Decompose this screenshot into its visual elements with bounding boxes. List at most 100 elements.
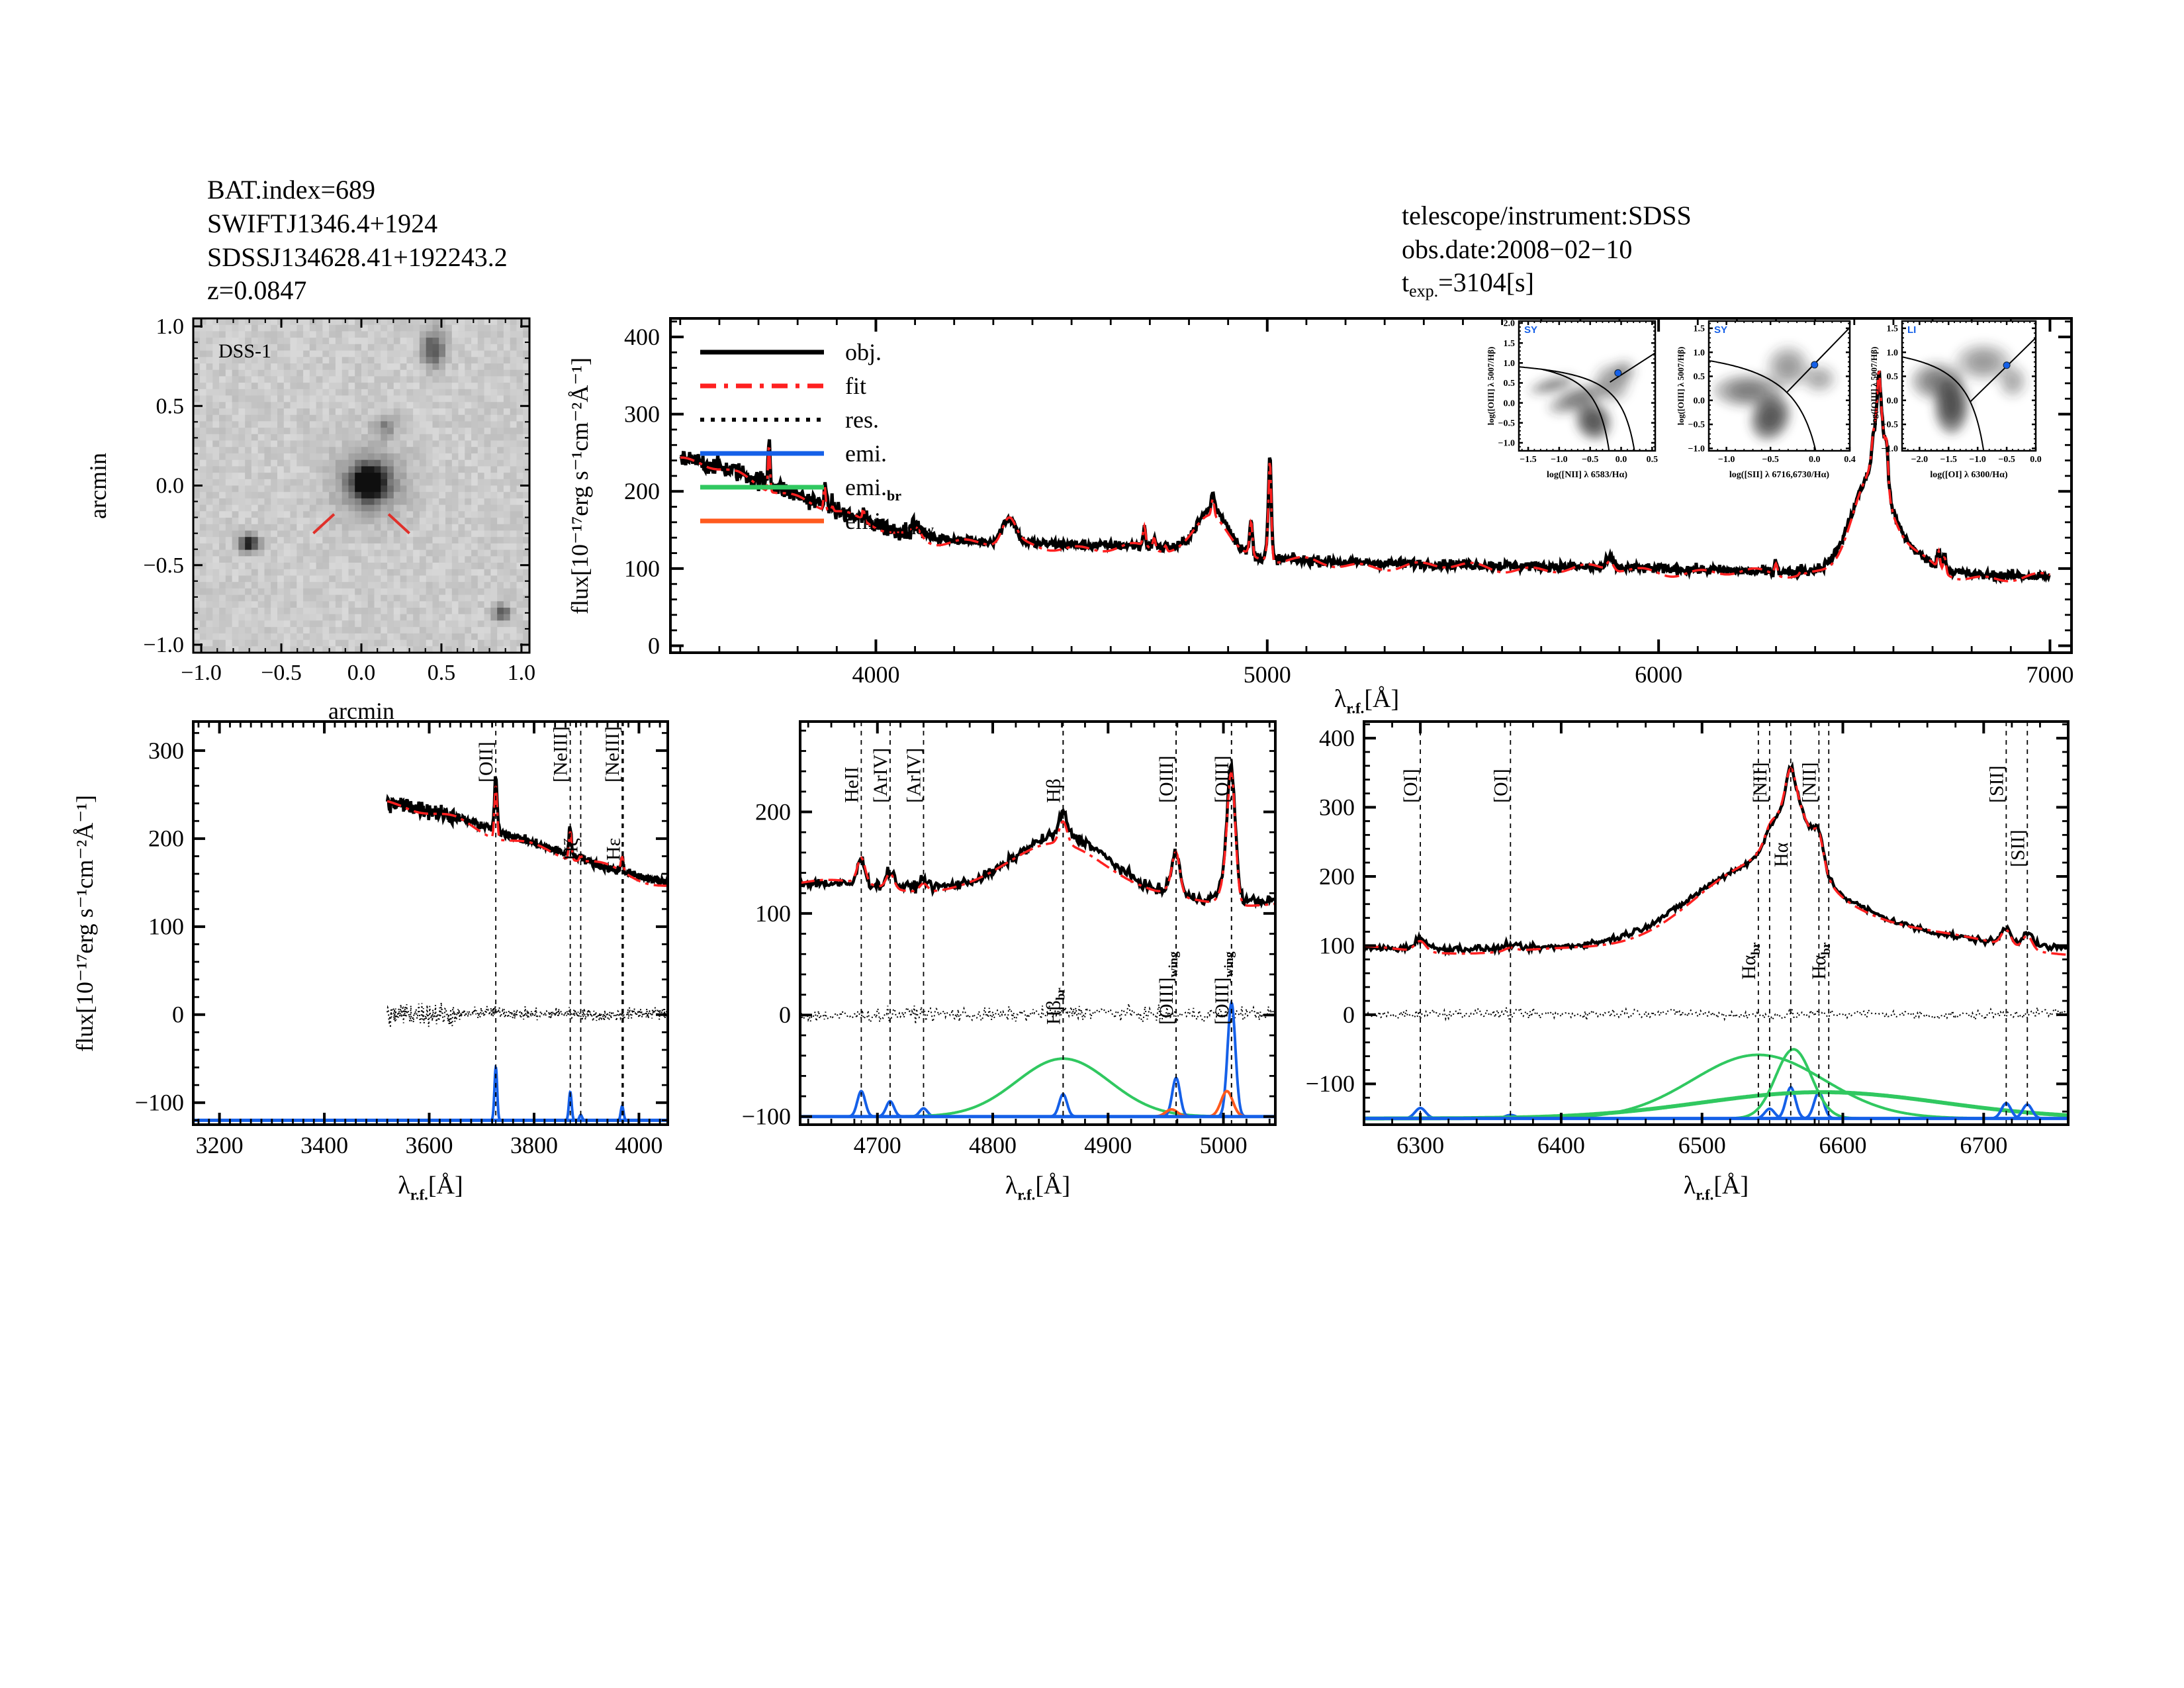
- dss-image: [193, 318, 529, 653]
- plot-area: [1902, 337, 2036, 451]
- line-marker-label: Hβ: [1042, 778, 1064, 803]
- y-tick-label: −1.0: [1688, 444, 1705, 454]
- x-tick-label: 0.4: [1844, 455, 1856, 465]
- line-marker-label: [OII]: [475, 741, 497, 782]
- y-tick-label: 1.5: [1694, 324, 1706, 334]
- marker-label-main: Hε: [603, 838, 625, 861]
- source-point: [1811, 361, 1819, 369]
- exposure-time: texp.=3104[s]: [1402, 267, 1534, 301]
- y-tick-label: 1.0: [156, 314, 185, 339]
- line-marker-label: Hαbr: [1808, 942, 1833, 980]
- line-marker-label: [OIII]wing: [1211, 951, 1236, 1025]
- y-tick-label: 400: [1319, 725, 1355, 751]
- series-res: [1364, 1006, 2068, 1022]
- plot-area: [1519, 352, 1655, 451]
- marker-label-main: Hζ: [560, 838, 582, 861]
- line-marker-label: [ArIV]: [903, 748, 925, 803]
- series-fit: [800, 769, 1275, 907]
- x-tick-label: −1.5: [1940, 455, 1957, 465]
- x-label-sub: r.f.: [1346, 700, 1364, 717]
- density-blob: [1732, 383, 1764, 399]
- x-tick-label: 3600: [406, 1132, 453, 1158]
- classification-label: SY: [1524, 324, 1537, 336]
- x-label-sub: r.f.: [410, 1187, 428, 1203]
- y-tick-label: 0.0: [1887, 396, 1899, 406]
- x-label-tail: [Å]: [1364, 685, 1399, 713]
- x-tick-label: −0.5: [261, 661, 302, 685]
- source-point: [2003, 361, 2011, 369]
- y-tick-label: −1.0: [1882, 444, 1898, 454]
- x-tick-label: −1.0: [1718, 455, 1735, 465]
- x-tick-label: −0.5: [1762, 455, 1778, 465]
- y-tick-label: −1.0: [143, 633, 184, 657]
- x-label-tail: [Å]: [1035, 1172, 1070, 1199]
- density-blob: [1778, 357, 1798, 377]
- series-obj: [679, 370, 2051, 585]
- density-blob: [2005, 373, 2019, 389]
- marker-label-main: [OI]: [1400, 769, 1422, 803]
- x-tick-label: 6400: [1537, 1132, 1585, 1158]
- legend-label: emi.outflow: [845, 508, 934, 538]
- x-tick-label: 3200: [196, 1132, 244, 1158]
- y-tick-label: 2.0: [1504, 319, 1516, 329]
- legend-label-main: emi.: [845, 508, 887, 534]
- x-tick-label: 4000: [852, 661, 899, 688]
- x-tick-label: −0.5: [1582, 455, 1598, 465]
- y-tick-label: 0.0: [1694, 396, 1706, 406]
- x-tick-label: 0.5: [428, 661, 456, 685]
- y-tick-label: 100: [1319, 932, 1355, 959]
- legend-label-main: res.: [845, 406, 879, 433]
- plot-frame: [1707, 320, 1851, 452]
- y-tick-label: 1.0: [1694, 348, 1706, 358]
- y-tick-label: 0.5: [156, 394, 185, 418]
- obs-date: obs.date:2008−02−10: [1402, 234, 1632, 264]
- line-markers: [OI] [OI]Hαbr[NII]Hα[NII]Hαbr[SII][SII]: [1400, 722, 2028, 1125]
- x-tick-label: 4700: [854, 1132, 901, 1158]
- y-tick-label: −0.5: [1688, 420, 1705, 430]
- series-res: [387, 1002, 668, 1028]
- demarcation-line: [1902, 356, 1985, 451]
- x-label-tail: [Å]: [1713, 1172, 1749, 1199]
- x-axis-label: λr.f.[Å]: [1005, 1172, 1070, 1203]
- line-markers: HeII [ArIV] [ArIV] Hβ [OIII] [OIII]Hβbr [OIII]…: [841, 722, 1236, 1125]
- plot-area: [679, 369, 2051, 585]
- marker-label-main: [OIII]: [1156, 977, 1177, 1025]
- y-tick-label: 0: [172, 1002, 184, 1028]
- y-tick-label: 100: [624, 555, 660, 582]
- y-tick-label: 0: [779, 1002, 791, 1028]
- y-tick-label: 0.5: [1504, 379, 1516, 389]
- x-label-main: λ: [398, 1172, 410, 1199]
- y-tick-label: −0.5: [1498, 418, 1515, 428]
- target-marker: [387, 513, 410, 535]
- y-tick-label: 0: [1343, 1002, 1355, 1028]
- line-marker-label: [SII]: [2007, 829, 2028, 867]
- line-marker-label: [ArIV]: [870, 748, 891, 803]
- demarcation-line: [1970, 337, 2036, 402]
- marker-label-sub: wing: [1222, 951, 1236, 978]
- marker-label-main: [OIII]: [1156, 755, 1177, 803]
- x-tick-label: −1.0: [181, 661, 222, 685]
- density-blob: [1585, 412, 1602, 430]
- y-tick-label: 300: [1319, 794, 1355, 820]
- x-tick-label: 0.0: [1809, 455, 1821, 465]
- bpt-diagram-1: −1.5 −1.0 −0.5 0.0 0.5 −1.0 −0.5 0.0 0.5 1.0 1.5 2.…: [1486, 319, 1658, 480]
- axis-ticks: −2.0 −1.5 −1.0 −0.5 0.0 −1.0 −0.5 0.0 0.5 1.0 1.5: [1882, 321, 2042, 465]
- object-info: BAT.index=689 SWIFTJ1346.4+1924 SDSSJ134…: [207, 175, 508, 305]
- x-axis-label: λr.f.[Å]: [398, 1172, 463, 1203]
- y-tick-label: 200: [624, 478, 660, 504]
- y-axis-label: log([OIII] λ 5007/Hβ): [1486, 347, 1496, 426]
- density-blob: [1811, 372, 1827, 385]
- y-tick-label: 0.5: [1694, 372, 1706, 382]
- demarcation-line: [1709, 359, 1817, 451]
- x-axis-label: arcmin: [328, 698, 394, 724]
- y-axis-label: arcmin: [85, 453, 111, 519]
- marker-label-main: Hα: [1738, 955, 1760, 980]
- plot-frame: [192, 317, 531, 654]
- bat-index: BAT.index=689: [207, 175, 375, 205]
- density-blob: [1564, 392, 1591, 406]
- marker-label-main: Hβ: [1042, 1000, 1064, 1025]
- line-marker-label: [NeIII]: [602, 726, 623, 782]
- line-marker-label: [NII]: [1749, 762, 1771, 803]
